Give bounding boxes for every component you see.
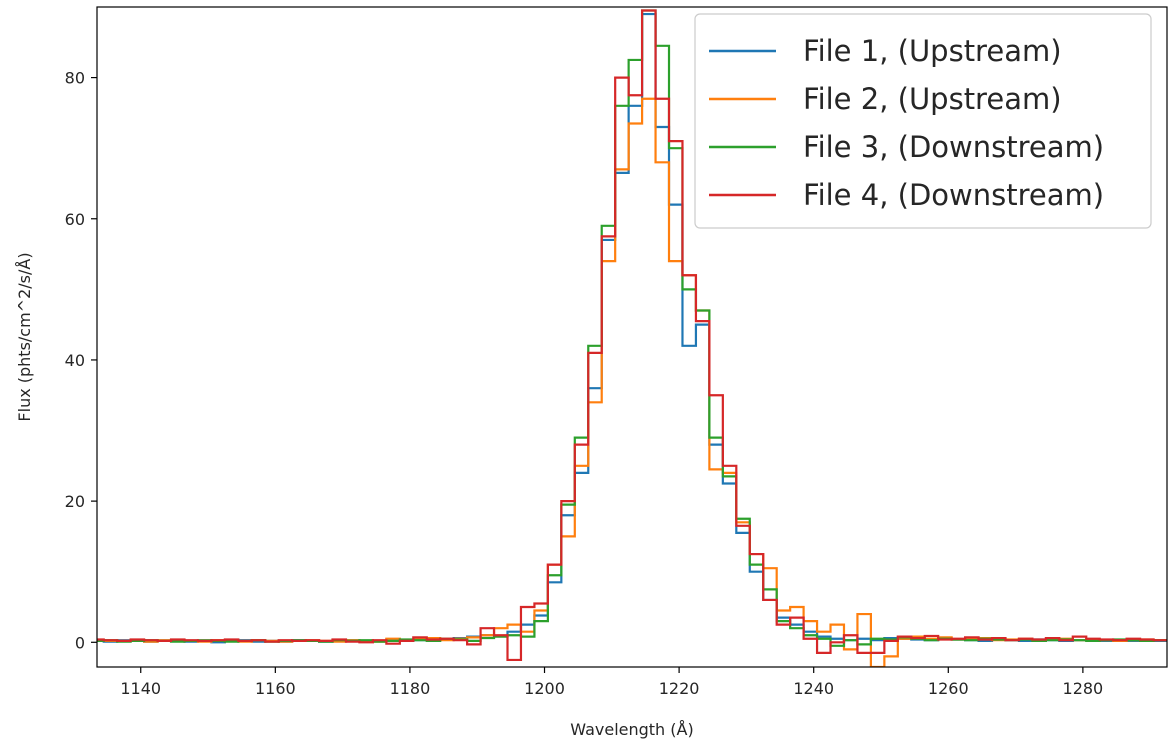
y-axis-label: Flux (phts/cm^2/s/Å) [15,252,34,421]
x-tick-label: 1280 [1063,679,1104,698]
series-layer [97,9,1167,667]
legend-label-3: File 3, (Downstream) [803,130,1104,164]
legend-box [694,13,1152,229]
x-tick-label: 1200 [524,679,565,698]
x-axis-label: Wavelength (Å) [570,720,693,739]
plot-frame [96,6,1168,668]
y-tick-label: 80 [65,69,85,88]
x-tick-label: 1160 [255,679,296,698]
legend: File 1, (Upstream) File 2, (Upstream) File… [694,13,1152,229]
y-tick-label: 20 [65,492,85,511]
legend-label-4: File 4, (Downstream) [803,178,1104,212]
x-tick-label: 1180 [390,679,431,698]
x-tick-label: 1140 [120,679,161,698]
x-axis-ticks: 1140 1160 1180 1200 1220 1240 1260 1280 [120,667,1103,698]
y-axis-ticks: 0 20 40 60 80 [65,69,97,652]
x-tick-label: 1260 [928,679,969,698]
y-tick-label: 0 [75,633,85,652]
x-tick-label: 1220 [659,679,700,698]
y-tick-label: 40 [65,351,85,370]
legend-label-1: File 1, (Upstream) [803,34,1062,68]
legend-label-2: File 2, (Upstream) [803,82,1062,116]
series-line-4 [97,9,1167,662]
y-tick-label: 60 [65,210,85,229]
x-tick-label: 1240 [793,679,834,698]
